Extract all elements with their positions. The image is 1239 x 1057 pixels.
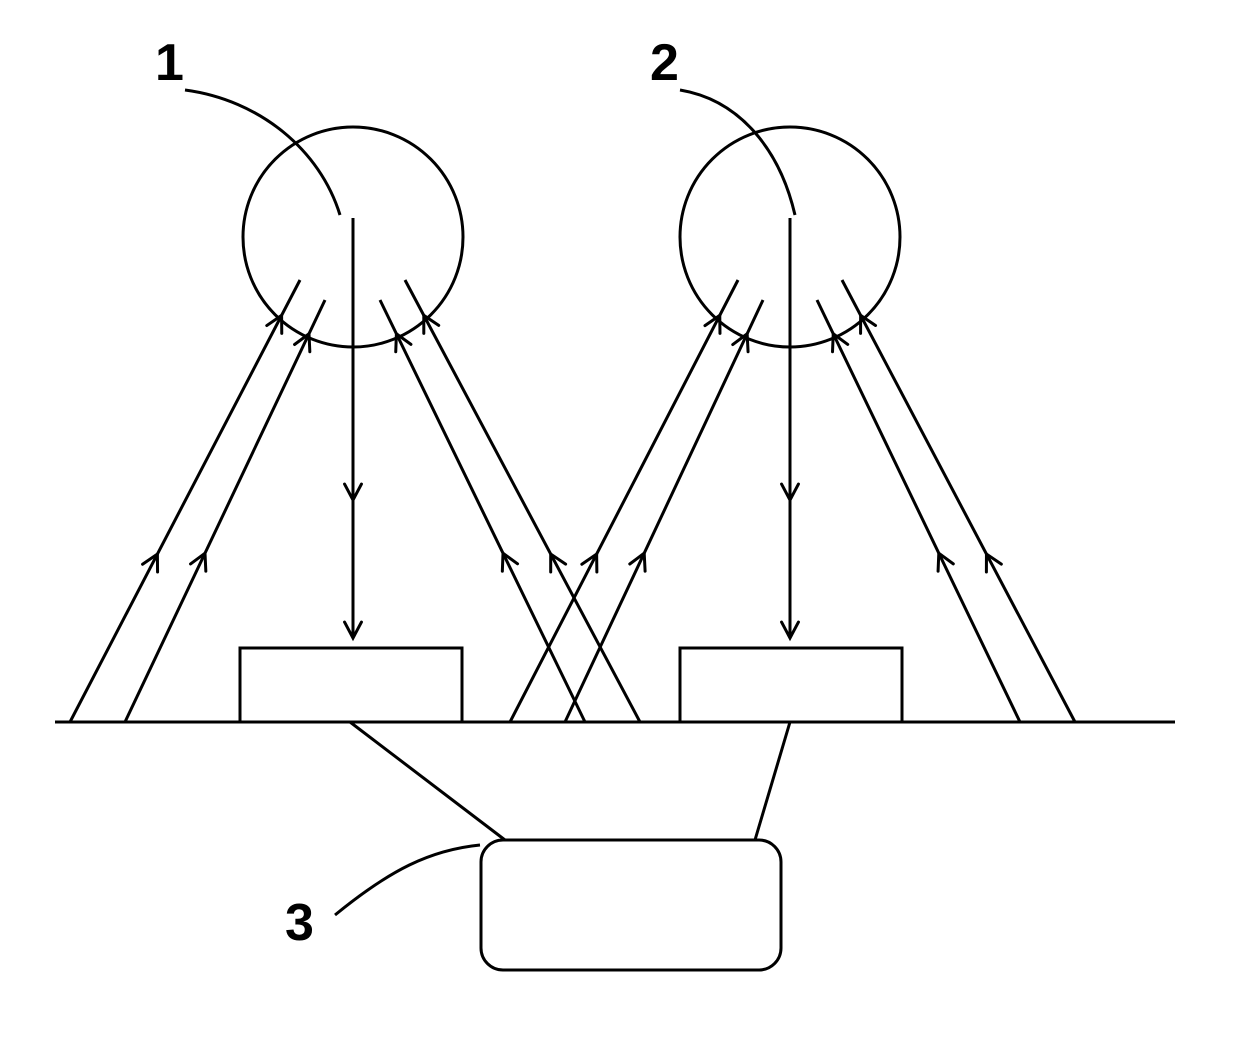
- leader-label-1: [185, 90, 340, 215]
- leader-label-3: [335, 845, 480, 915]
- label-3: 3: [285, 894, 314, 952]
- leader-label-2: [680, 90, 795, 215]
- connector-2: [755, 722, 790, 840]
- base-block-1: [240, 648, 462, 722]
- base-block-2: [680, 648, 902, 722]
- label-2: 2: [650, 34, 679, 92]
- schematic-diagram: 1 2 3: [0, 0, 1239, 1057]
- controller-box: [481, 840, 781, 970]
- connector-1: [350, 722, 505, 840]
- label-1: 1: [155, 34, 184, 92]
